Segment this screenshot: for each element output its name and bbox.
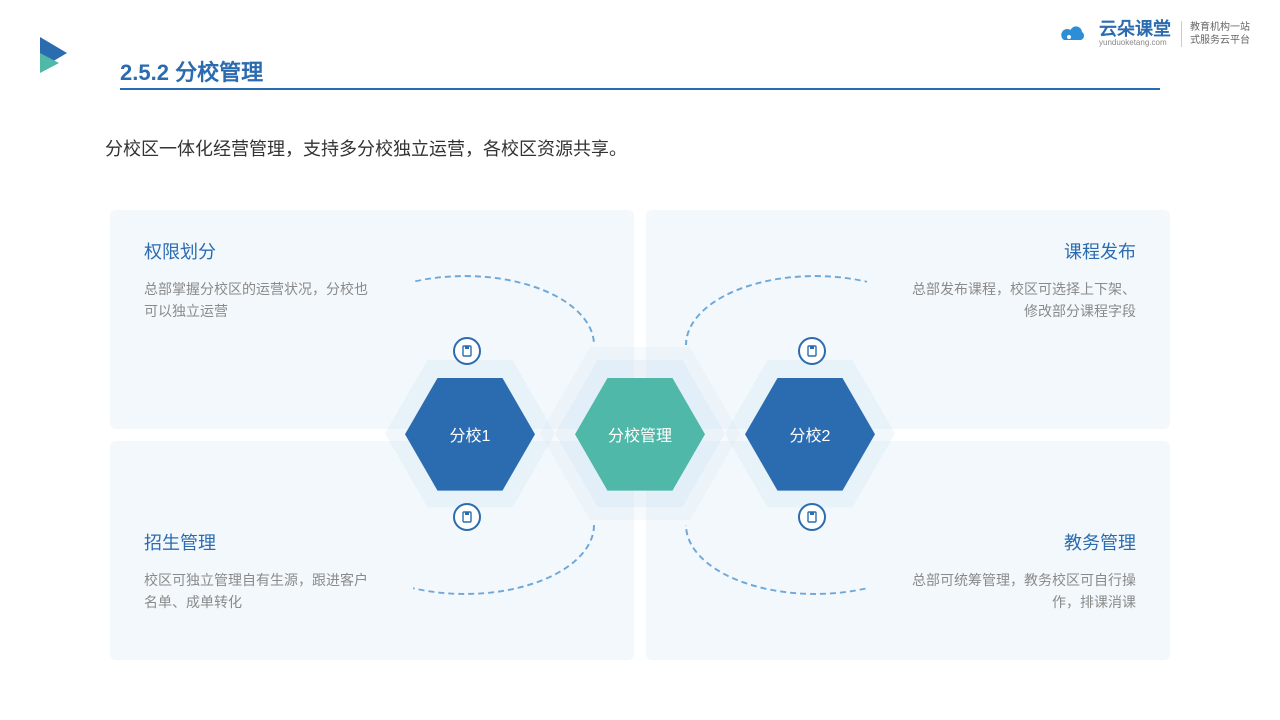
title-text: 分校管理 [175,60,263,85]
cloud-icon [1059,23,1089,45]
logo: 云朵课堂 yunduoketang.com 教育机构一站 式服务云平台 [1059,20,1250,47]
title-underline [120,88,1160,90]
page-title: 2.5.2 分校管理 [120,55,263,87]
card-permissions: 权限划分 总部掌握分校区的运营状况，分校也可以独立运营 [110,210,634,429]
logo-sub: yunduoketang.com [1099,38,1171,47]
card-academic: 教务管理 总部可统筹管理，教务校区可自行操作，排课消课 [646,441,1170,660]
card-title: 权限划分 [144,238,600,264]
card-title: 招生管理 [144,529,600,555]
card-desc: 校区可独立管理自有生源，跟进客户名单、成单转化 [144,569,374,614]
logo-tagline: 教育机构一站 式服务云平台 [1181,21,1250,47]
card-desc: 总部可统筹管理，教务校区可自行操作，排课消课 [906,569,1136,614]
logo-text-block: 云朵课堂 yunduoketang.com [1099,20,1171,47]
card-desc: 总部掌握分校区的运营状况，分校也可以独立运营 [144,278,374,323]
card-title: 教务管理 [680,529,1136,555]
section-number: 2.5.2 [120,60,169,85]
tagline-1: 教育机构一站 [1190,21,1250,34]
card-title: 课程发布 [680,238,1136,264]
header: 2.5.2 分校管理 云朵课堂 yunduoketang.com 教育机构一站 … [0,0,1280,90]
card-enrollment: 招生管理 校区可独立管理自有生源，跟进客户名单、成单转化 [110,441,634,660]
card-desc: 总部发布课程，校区可选择上下架、修改部分课程字段 [906,278,1136,323]
subtitle: 分校区一体化经营管理，支持多分校独立运营，各校区资源共享。 [105,135,627,161]
logo-brand: 云朵课堂 [1099,20,1171,38]
card-grid: 权限划分 总部掌握分校区的运营状况，分校也可以独立运营 课程发布 总部发布课程，… [110,210,1170,660]
card-course-publish: 课程发布 总部发布课程，校区可选择上下架、修改部分课程字段 [646,210,1170,429]
tagline-2: 式服务云平台 [1190,34,1250,47]
arrow-icon [35,35,75,75]
